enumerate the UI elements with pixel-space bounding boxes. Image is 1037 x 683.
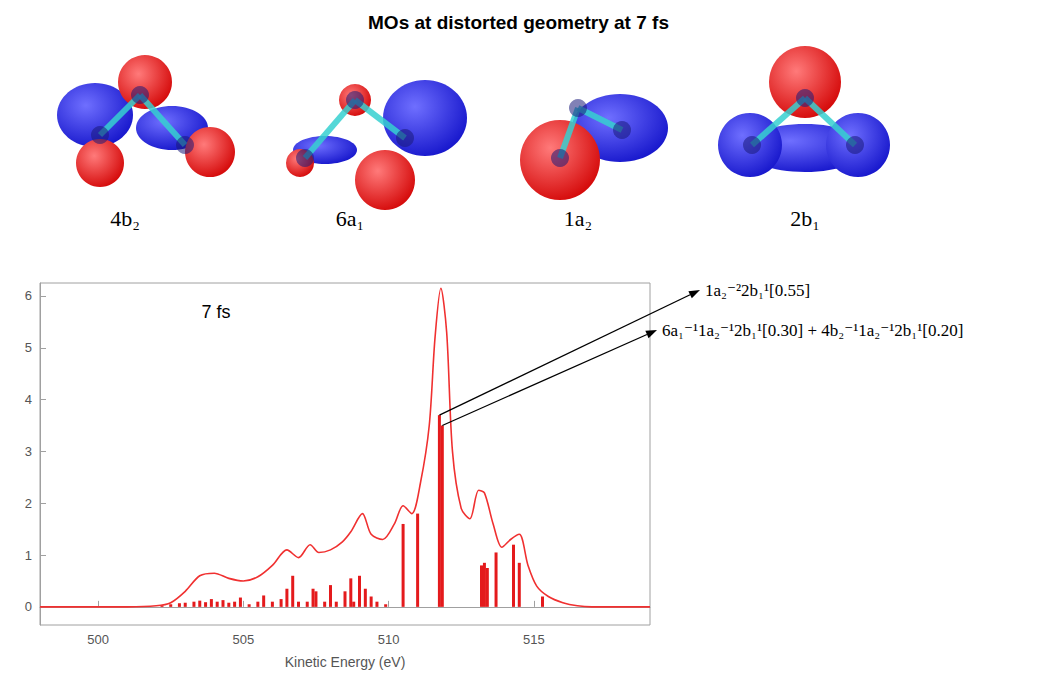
svg-text:505: 505	[232, 632, 254, 647]
svg-text:500: 500	[87, 632, 109, 647]
svg-text:2: 2	[25, 496, 32, 511]
svg-text:7 fs: 7 fs	[201, 302, 230, 322]
svg-text:5: 5	[25, 340, 32, 355]
svg-text:Kinetic Energy (eV): Kinetic Energy (eV)	[285, 654, 406, 670]
svg-text:2b₁: 2b₁	[790, 206, 820, 231]
svg-text:4b₂: 4b₂	[110, 206, 140, 231]
svg-text:MOs at distorted geometry at 7: MOs at distorted geometry at 7 fs	[368, 12, 669, 33]
svg-text:1a₂⁻²2b₁¹[0.55]: 1a₂⁻²2b₁¹[0.55]	[705, 281, 810, 300]
svg-text:4: 4	[25, 392, 32, 407]
svg-text:1a₂: 1a₂	[564, 206, 592, 231]
svg-text:515: 515	[523, 632, 545, 647]
svg-text:6: 6	[25, 288, 32, 303]
svg-text:1: 1	[25, 548, 32, 563]
svg-text:6a₁: 6a₁	[336, 206, 364, 231]
svg-text:510: 510	[378, 632, 400, 647]
svg-text:6a₁⁻¹1a₂⁻¹2b₁¹[0.30] + 4b₂⁻¹1a: 6a₁⁻¹1a₂⁻¹2b₁¹[0.30] + 4b₂⁻¹1a₂⁻¹2b₁¹[0.…	[662, 321, 963, 340]
svg-text:3: 3	[25, 444, 32, 459]
svg-text:0: 0	[25, 599, 32, 614]
